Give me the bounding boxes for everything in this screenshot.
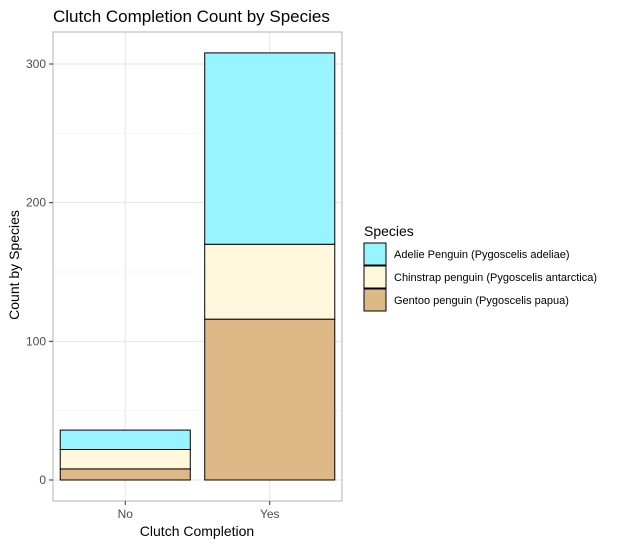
x-tick-label: Yes [260, 507, 280, 521]
y-axis-title: Count by Species [6, 210, 22, 320]
x-tick-label: No [118, 507, 134, 521]
legend-key [363, 242, 387, 266]
bar-adelie-yes [204, 52, 336, 245]
bar-gentoo-yes [204, 318, 336, 481]
x-axis-title: Clutch Completion [140, 523, 254, 539]
y-tick-label: 300 [26, 57, 46, 71]
legend: Species Adelie Penguin (Pygoscelis adeli… [363, 223, 597, 312]
legend-label: Adelie Penguin (Pygoscelis adeliae) [394, 249, 570, 261]
bar-gentoo-no [59, 468, 191, 481]
y-tick-label: 200 [26, 196, 46, 210]
plot-area: 0 100 200 300 No Yes [26, 31, 343, 521]
legend-key [363, 265, 387, 289]
bar-chinstrap-yes [204, 243, 336, 320]
legend-label: Chinstrap penguin (Pygoscelis antarctica… [394, 272, 597, 284]
legend-label: Gentoo penguin (Pygoscelis papua) [394, 295, 569, 307]
bar-adelie-no [59, 429, 191, 450]
legend-key [363, 288, 387, 312]
chart-title: Clutch Completion Count by Species [53, 7, 330, 26]
plot-border [52, 31, 343, 502]
y-tick-label: 100 [26, 334, 46, 348]
legend-title: Species [364, 223, 414, 239]
bar-chinstrap-no [59, 448, 191, 470]
y-tick-label: 0 [39, 473, 46, 487]
